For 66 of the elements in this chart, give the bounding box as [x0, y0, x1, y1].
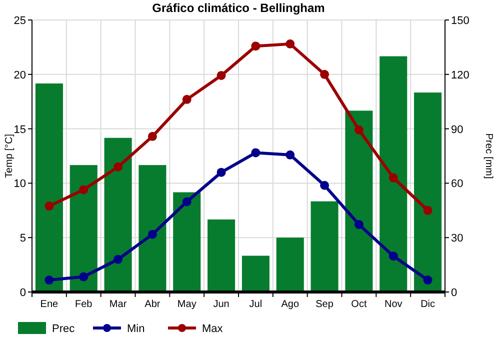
y2-tick-label: 0	[451, 287, 458, 299]
point	[148, 230, 157, 239]
x-tick-label: Ago	[281, 299, 300, 310]
x-tick-label: Mar	[109, 299, 128, 310]
point	[423, 276, 432, 285]
x-tick-label: Nov	[384, 299, 402, 310]
bar	[310, 201, 338, 292]
bar	[70, 165, 98, 292]
x-tick-label: Abr	[144, 299, 161, 310]
point	[354, 220, 364, 230]
x-tick-label: Feb	[75, 299, 93, 310]
bar	[173, 192, 201, 292]
y2-tick-label: 150	[451, 15, 470, 27]
point	[251, 42, 260, 51]
y-tick-label: 25	[14, 15, 26, 27]
bar	[242, 256, 270, 292]
legend-label: Min	[127, 323, 145, 335]
point	[388, 173, 398, 182]
y-tick-label: 5	[20, 232, 26, 245]
point	[79, 185, 88, 194]
bar	[208, 219, 236, 292]
x-tick-label: May	[177, 299, 196, 310]
point	[182, 197, 192, 206]
point	[216, 168, 226, 177]
bar	[414, 92, 442, 292]
point	[320, 180, 330, 190]
point	[44, 276, 54, 285]
point	[286, 39, 295, 48]
x-tick-label: Oct	[351, 299, 367, 310]
bar	[35, 83, 63, 292]
point	[286, 150, 295, 160]
point	[114, 162, 123, 172]
y2-tick-label: 60	[451, 178, 464, 190]
point	[148, 132, 157, 141]
point	[114, 254, 123, 264]
y-tick-label: 0	[20, 287, 26, 299]
point	[388, 252, 398, 261]
y-tick-label: 10	[14, 178, 26, 190]
y-axis-title: Temp [°C]	[4, 134, 15, 178]
point	[44, 202, 54, 211]
y-tick-label: 20	[14, 69, 26, 82]
legend-label: Prec	[52, 323, 76, 335]
point	[354, 125, 364, 134]
bar	[138, 165, 166, 292]
x-tick-label: Jul	[249, 299, 262, 310]
point	[423, 206, 432, 215]
y2-tick-label: 90	[451, 124, 464, 136]
bar	[104, 138, 132, 292]
point	[216, 70, 226, 80]
x-tick-label: Ene	[40, 299, 59, 310]
y2-tick-label: 30	[451, 232, 464, 245]
bar	[276, 238, 304, 292]
y-tick-label: 15	[14, 124, 26, 136]
point	[251, 148, 260, 158]
chart-title: Gráfico climático - Bellingham	[152, 1, 325, 15]
bar	[380, 56, 408, 292]
y2-axis-title: Prec [mm]	[483, 133, 494, 179]
point	[79, 272, 88, 282]
point	[182, 94, 192, 104]
y2-tick-label: 120	[451, 69, 470, 82]
point	[320, 70, 330, 79]
x-tick-label: Dic	[420, 299, 436, 310]
x-tick-label: Jun	[213, 299, 230, 310]
x-tick-label: Sep	[316, 299, 334, 310]
bar	[345, 110, 373, 292]
legend-label: Max	[202, 323, 224, 335]
